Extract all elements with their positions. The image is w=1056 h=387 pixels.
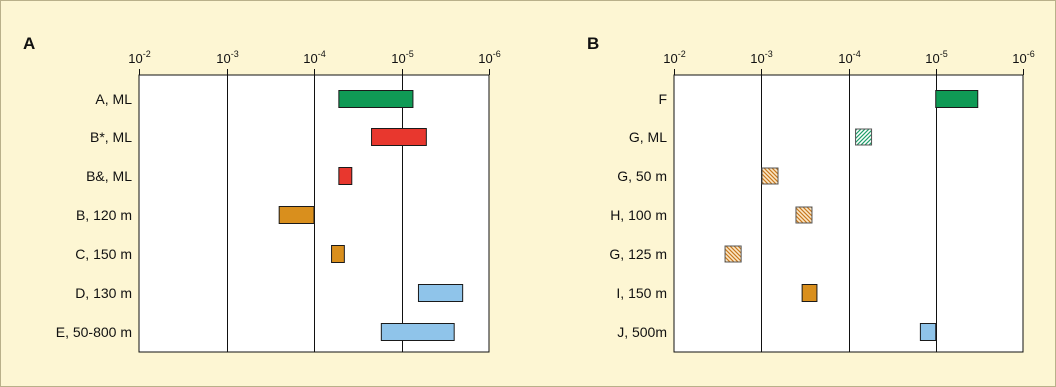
range-bar [724, 245, 742, 263]
row-label: J, 500m [617, 324, 667, 340]
x-tick-label: 10-3 [216, 49, 238, 66]
x-tick-label: 10-6 [478, 49, 500, 66]
range-bar [371, 128, 427, 146]
x-tick-label-exponent: -3 [765, 49, 773, 59]
row-label: G, ML [629, 129, 667, 145]
x-tick-label-exponent: -6 [1027, 49, 1035, 59]
row-label: G, 125 m [609, 246, 667, 262]
row-label: B&, ML [86, 168, 132, 184]
row-label: H, 100 m [610, 207, 667, 223]
row-label: F [658, 91, 667, 107]
x-tick-label: 10-5 [391, 49, 413, 66]
x-tick-label-base: 10 [391, 51, 405, 66]
panel-label: B [587, 34, 599, 53]
x-tick-label-exponent: -4 [318, 49, 326, 59]
row-label: A, ML [95, 91, 132, 107]
row-label: G, 50 m [617, 168, 667, 184]
x-tick-label: 10-2 [663, 49, 685, 66]
row-label: B*, ML [90, 129, 132, 145]
x-tick-label: 10-4 [303, 49, 325, 66]
range-bar [338, 167, 353, 185]
range-bar [417, 284, 464, 302]
range-bar [338, 90, 414, 108]
row-label: C, 150 m [75, 246, 132, 262]
x-tick-label: 10-4 [838, 49, 860, 66]
range-bar [855, 128, 873, 146]
range-bar [919, 323, 937, 341]
x-tick-label-base: 10 [303, 51, 317, 66]
row-label: E, 50-800 m [56, 324, 132, 340]
row-label: I, 150 m [616, 285, 667, 301]
x-tick-label-base: 10 [1012, 51, 1026, 66]
range-bar [801, 284, 818, 302]
x-tick-label: 10-2 [128, 49, 150, 66]
x-tick-label-base: 10 [663, 51, 677, 66]
range-bar [761, 167, 779, 185]
range-bar [935, 90, 979, 108]
x-tick-label-exponent: -5 [406, 49, 414, 59]
range-bar [795, 206, 813, 224]
x-tick-label-exponent: -5 [940, 49, 948, 59]
range-bar [278, 206, 315, 224]
x-tick-label-exponent: -4 [853, 49, 861, 59]
panel-b: B10-2 10-3 10-4 10-5 10-6FG, MLG, 50 mH, 100… [587, 34, 1035, 353]
x-tick-label-exponent: -6 [493, 49, 501, 59]
panel-a: A10-2 10-3 10-4 10-5 10-6A, MLB*, MLB&, MLB,… [23, 34, 501, 353]
x-tick-label-base: 10 [925, 51, 939, 66]
x-tick-label-exponent: -2 [143, 49, 151, 59]
x-tick-label: 10-6 [1012, 49, 1034, 66]
x-tick-label-exponent: -3 [231, 49, 239, 59]
row-label: D, 130 m [75, 285, 132, 301]
x-tick-label: 10-3 [750, 49, 772, 66]
x-tick-label-exponent: -2 [678, 49, 686, 59]
x-tick-label: 10-5 [925, 49, 947, 66]
x-tick-label-base: 10 [838, 51, 852, 66]
x-tick-label-base: 10 [216, 51, 230, 66]
panel-label: A [23, 34, 35, 53]
x-tick-label-base: 10 [750, 51, 764, 66]
range-bar [380, 323, 455, 341]
x-tick-label-base: 10 [128, 51, 142, 66]
x-tick-label-base: 10 [478, 51, 492, 66]
range-bar [331, 245, 345, 263]
row-label: B, 120 m [76, 207, 132, 223]
plot-area [673, 74, 1024, 353]
